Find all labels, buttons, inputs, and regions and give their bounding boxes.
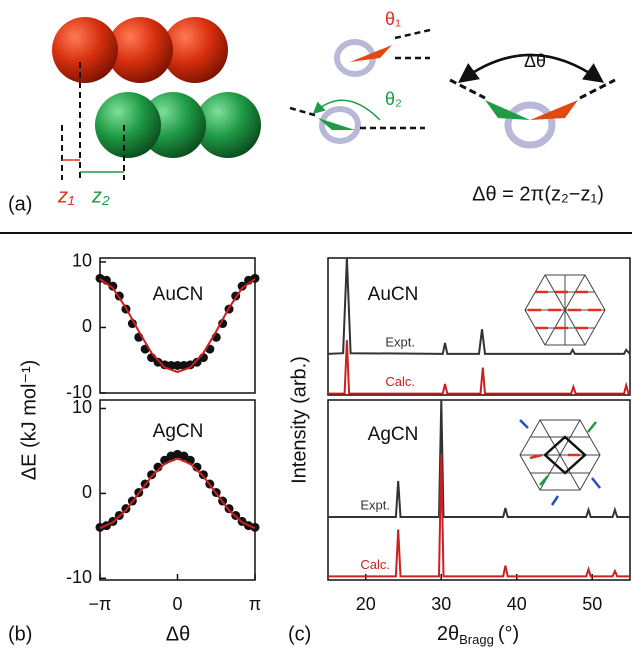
data-line bbox=[100, 459, 255, 529]
plot-frame bbox=[328, 258, 630, 395]
y-tick-label: 0 bbox=[82, 316, 92, 336]
figure: (a) z₁ z₂ θ₁ θ₂ Δθ Δθ = 2π(z₂−z₁) (b) Δθ… bbox=[0, 0, 632, 660]
chart-title: AgCN bbox=[153, 421, 204, 442]
series-label: Expt. bbox=[360, 497, 390, 512]
chain-diagram bbox=[52, 17, 615, 180]
x-axis-label-sub: Bragg bbox=[459, 632, 494, 647]
y-tick-label: 10 bbox=[72, 251, 92, 271]
series-label: Calc. bbox=[360, 557, 390, 572]
x-tick-label: π bbox=[249, 594, 261, 614]
y-tick-label: -10 bbox=[66, 567, 92, 587]
x-tick-label: 0 bbox=[172, 594, 182, 614]
series-label: Calc. bbox=[385, 374, 415, 389]
y-axis-label: Intensity (arb.) bbox=[288, 356, 310, 484]
y-tick-label: 0 bbox=[82, 482, 92, 502]
panel-label: (c) bbox=[288, 623, 311, 645]
x-axis-label-unit: (°) bbox=[498, 623, 519, 645]
x-axis-label: Δθ bbox=[166, 623, 190, 645]
chart-title: AuCN bbox=[153, 284, 204, 305]
theta2-label: θ₂ bbox=[385, 89, 402, 109]
lattice-inset bbox=[525, 275, 605, 345]
x-tick-label: −π bbox=[89, 594, 112, 614]
chart-title: AgCN bbox=[368, 424, 419, 445]
data-line bbox=[328, 258, 630, 354]
y-tick-label: 10 bbox=[72, 397, 92, 417]
theta1-label: θ₁ bbox=[385, 9, 401, 29]
x-tick-label: 20 bbox=[356, 594, 376, 614]
x-axis-label: 2θBragg (°) bbox=[437, 623, 519, 647]
y-axis-label: ΔE (kJ mol⁻¹) bbox=[18, 360, 40, 481]
x-tick-label: 40 bbox=[507, 594, 527, 614]
series-label: Expt. bbox=[385, 334, 415, 349]
x-tick-label: 50 bbox=[582, 594, 602, 614]
dtheta-label: Δθ bbox=[524, 51, 546, 71]
x-axis-label-main: 2θ bbox=[437, 623, 459, 645]
panel-label: (b) bbox=[8, 623, 32, 645]
z2-label: z₂ bbox=[91, 185, 110, 207]
z1-label: z₁ bbox=[57, 185, 74, 207]
equation: Δθ = 2π(z₂−z₁) bbox=[472, 183, 604, 205]
panel-label: (a) bbox=[8, 193, 32, 215]
chart-title: AuCN bbox=[368, 284, 419, 305]
x-tick-label: 30 bbox=[431, 594, 451, 614]
lattice-inset bbox=[520, 420, 600, 505]
